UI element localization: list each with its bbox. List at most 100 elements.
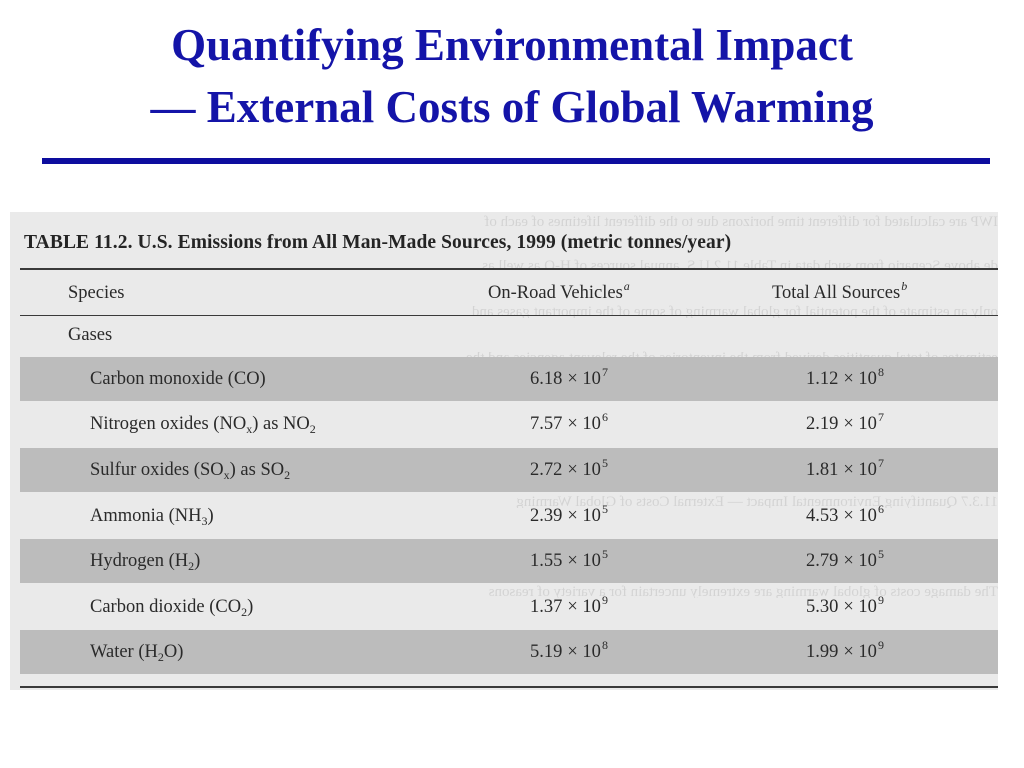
cell-species: Carbon dioxide (CO 2) — [90, 585, 253, 629]
table-top-rule — [20, 268, 998, 270]
species-text: Carbon monoxide (CO) — [90, 368, 266, 389]
species-text: Ammonia (NH — [90, 505, 202, 526]
cell-total-all-sources: 1.12 × 10 8 — [806, 357, 884, 401]
title-underline — [42, 158, 990, 164]
cell-species: Sulfur oxides (SO x) as SO 2 — [90, 448, 290, 492]
species-subscript: 3 — [201, 513, 208, 528]
value-mantissa: 7.57 — [530, 413, 563, 434]
species-subscript: 2 — [284, 467, 291, 482]
value-times-ten: × 10 — [567, 368, 601, 389]
species-text: ) — [194, 550, 201, 571]
value-exponent: 5 — [601, 546, 608, 561]
value-mantissa: 2.79 — [806, 550, 839, 571]
species-text: O) — [163, 641, 184, 662]
value-exponent: 9 — [601, 592, 608, 607]
value-times-ten: × 10 — [567, 550, 601, 571]
value-mantissa: 1.12 — [806, 368, 839, 389]
value-times-ten: × 10 — [843, 641, 877, 662]
value-exponent: 5 — [877, 546, 884, 561]
table-header-row: Species On-Road Vehicles a Total All Sour… — [20, 271, 998, 315]
value-times-ten: × 10 — [843, 505, 877, 526]
species-subscript: 2 — [241, 604, 248, 619]
species-subscript: x — [246, 421, 253, 436]
value-exponent: 9 — [877, 592, 884, 607]
value-times-ten: × 10 — [843, 550, 877, 571]
table-row: Carbon dioxide (CO 2) 1.37 × 10 9 5.30 × 10 9 — [20, 585, 998, 629]
value-exponent: 6 — [877, 501, 884, 516]
species-text: Water (H — [90, 641, 158, 662]
group-label-gases: Gases — [68, 324, 113, 345]
cell-species: Ammonia (NH 3) — [90, 494, 214, 538]
cell-species: Water (H 2 O) — [90, 630, 183, 674]
species-text: Sulfur oxides (SO — [90, 459, 224, 480]
table-header-rule — [20, 315, 998, 316]
table-row: Nitrogen oxides (NO x) as NO 2 7.57 × 10 6 2.1… — [20, 402, 998, 446]
value-exponent: 5 — [601, 455, 608, 470]
species-text: Carbon dioxide (CO — [90, 596, 242, 617]
cell-species: Hydrogen (H 2) — [90, 539, 200, 583]
value-mantissa: 6.18 — [530, 368, 563, 389]
table-caption: TABLE 11.2. U.S. Emissions from All Man-… — [24, 232, 732, 253]
cell-total-all-sources: 2.19 × 10 7 — [806, 402, 884, 446]
value-exponent: 7 — [877, 455, 884, 470]
value-mantissa: 1.99 — [806, 641, 839, 662]
species-text: ) — [207, 505, 214, 526]
value-times-ten: × 10 — [567, 413, 601, 434]
cell-onroad-vehicles: 1.55 × 10 5 — [530, 539, 608, 583]
cell-onroad-vehicles: 6.18 × 10 7 — [530, 357, 608, 401]
table-bottom-rule — [20, 686, 998, 688]
value-mantissa: 1.55 — [530, 550, 563, 571]
cell-onroad-vehicles: 1.37 × 10 9 — [530, 585, 608, 629]
value-times-ten: × 10 — [843, 368, 877, 389]
slide-title-line-2: — External Costs of Global Warming — [150, 82, 874, 132]
value-times-ten: × 10 — [567, 641, 601, 662]
value-exponent: 5 — [601, 501, 608, 516]
cell-species: Carbon monoxide (CO) — [90, 357, 266, 401]
species-subscript: x — [223, 467, 230, 482]
value-mantissa: 5.30 — [806, 596, 839, 617]
species-text: ) as NO — [252, 413, 310, 434]
header-species: Species — [68, 282, 125, 303]
species-text: Nitrogen oxides (NO — [90, 413, 247, 434]
value-mantissa: 1.37 — [530, 596, 563, 617]
value-mantissa: 2.19 — [806, 413, 839, 434]
species-subscript: 2 — [157, 649, 164, 664]
table-row: Ammonia (NH 3) 2.39 × 10 5 4.53 × 10 6 — [20, 494, 998, 538]
cell-species: Nitrogen oxides (NO x) as NO 2 — [90, 402, 316, 446]
species-text: ) — [247, 596, 254, 617]
value-times-ten: × 10 — [567, 596, 601, 617]
cell-total-all-sources: 2.79 × 10 5 — [806, 539, 884, 583]
cell-total-all-sources: 1.81 × 10 7 — [806, 448, 884, 492]
value-mantissa: 2.39 — [530, 505, 563, 526]
table-row: Sulfur oxides (SO x) as SO 2 2.72 × 10 5 1.81 ×… — [20, 448, 998, 492]
table-row: Hydrogen (H 2) 1.55 × 10 5 2.79 × 10 5 — [20, 539, 998, 583]
value-mantissa: 1.81 — [806, 459, 839, 480]
table-row: Water (H 2 O) 5.19 × 10 8 1.99 × 10 9 — [20, 630, 998, 674]
value-exponent: 7 — [877, 409, 884, 424]
value-exponent: 8 — [877, 364, 884, 379]
value-exponent: 6 — [601, 409, 608, 424]
cell-total-all-sources: 4.53 × 10 6 — [806, 494, 884, 538]
slide-title-line-1: Quantifying Environmental Impact — [171, 20, 853, 70]
species-subscript: 2 — [188, 558, 195, 573]
cell-onroad-vehicles: 7.57 × 10 6 — [530, 402, 608, 446]
cell-onroad-vehicles: 2.39 × 10 5 — [530, 494, 608, 538]
species-text: Hydrogen (H — [90, 550, 189, 571]
slide-title: Quantifying Environmental Impact — Exter… — [0, 14, 1024, 138]
cell-onroad-vehicles: 5.19 × 10 8 — [530, 630, 608, 674]
value-times-ten: × 10 — [843, 413, 877, 434]
table-row: Carbon monoxide (CO) 6.18 × 10 7 1.12 × 10 8 — [20, 357, 998, 401]
value-times-ten: × 10 — [843, 596, 877, 617]
value-exponent: 8 — [601, 637, 608, 652]
table-group-row: Gases — [20, 315, 998, 355]
header-onroad-vehicles: On-Road Vehicles a — [488, 278, 630, 303]
value-times-ten: × 10 — [567, 505, 601, 526]
value-exponent: 7 — [601, 364, 608, 379]
header-total-all-sources: Total All Sources b — [772, 278, 908, 303]
cell-onroad-vehicles: 2.72 × 10 5 — [530, 448, 608, 492]
cell-total-all-sources: 1.99 × 10 9 — [806, 630, 884, 674]
value-exponent: 9 — [877, 637, 884, 652]
value-mantissa: 2.72 — [530, 459, 563, 480]
value-mantissa: 5.19 — [530, 641, 563, 662]
